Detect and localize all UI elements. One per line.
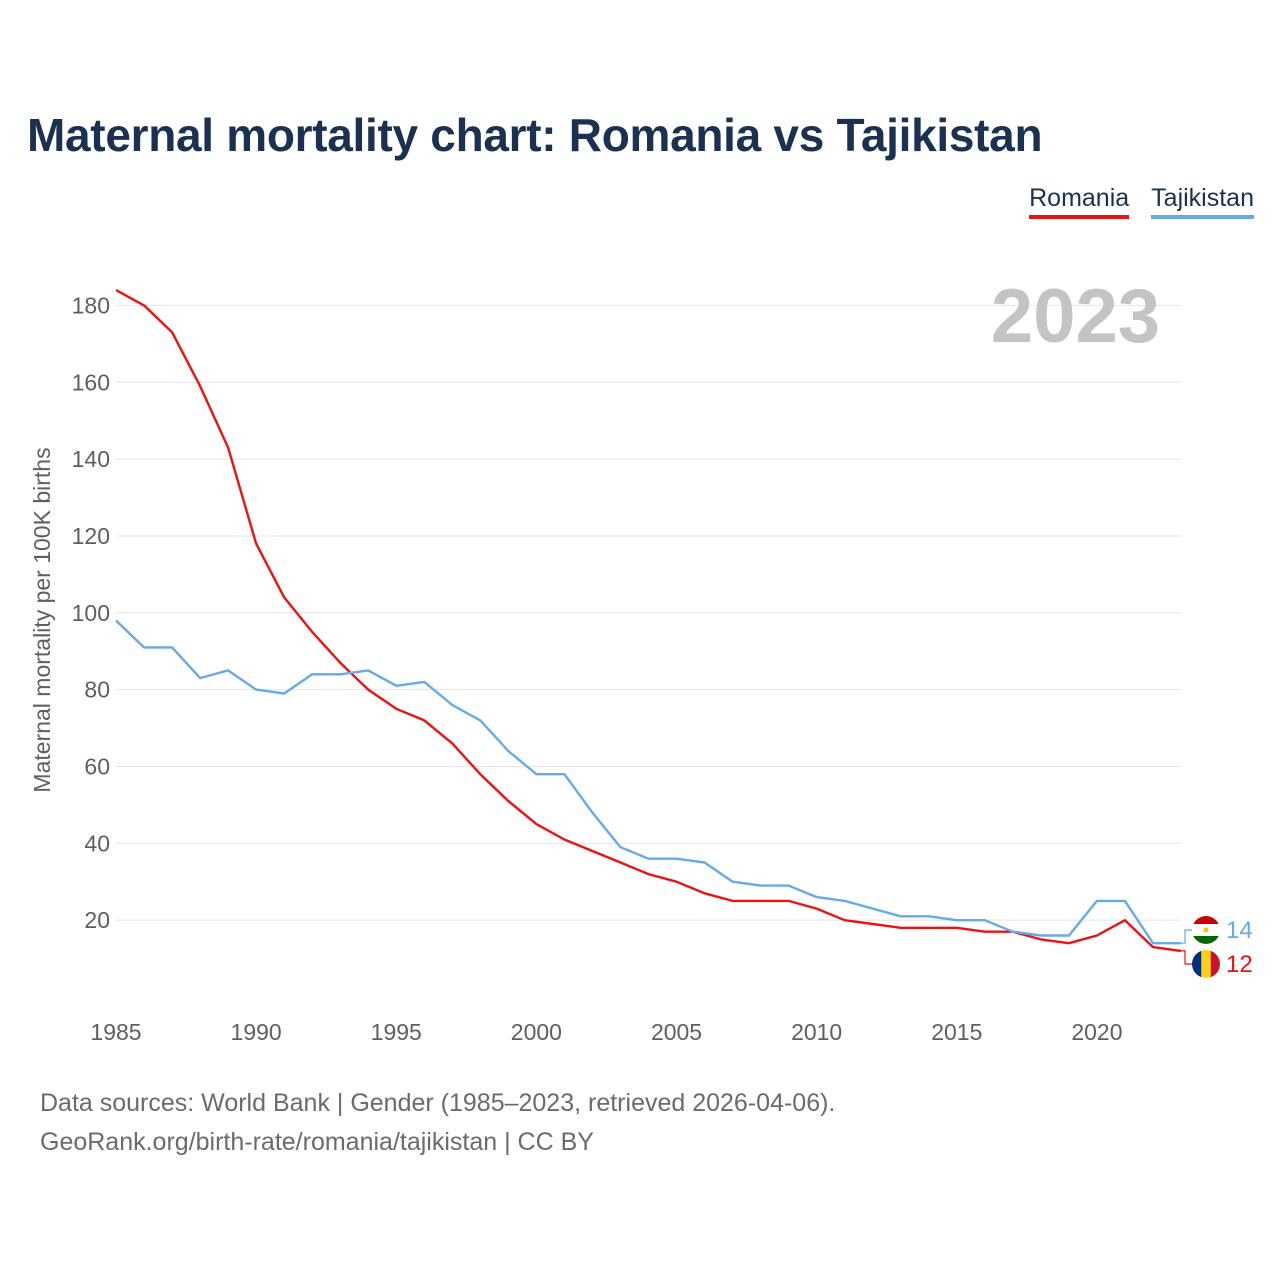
end-value-label: 14	[1226, 917, 1253, 944]
end-connector	[1181, 950, 1192, 965]
legend-item-tajikistan[interactable]: Tajikistan	[1151, 184, 1254, 219]
x-tick-label: 1985	[90, 1019, 141, 1045]
y-tick-label: 140	[72, 446, 110, 472]
x-tick-label: 2010	[791, 1019, 842, 1045]
series-lines	[115, 289, 1182, 953]
gridlines	[116, 304, 1181, 921]
year-label: 2023	[991, 274, 1160, 359]
legend-item-romania[interactable]: Romania	[1029, 184, 1130, 219]
y-tick-label: 60	[84, 753, 110, 779]
romania-flag-icon	[1192, 950, 1220, 978]
x-tick-label: 2005	[651, 1019, 702, 1045]
y-axis-title: Maternal mortality per 100K births	[29, 447, 55, 792]
y-tick-label: 180	[72, 292, 110, 318]
series-line-romania[interactable]	[115, 289, 1182, 953]
y-tick-label: 20	[84, 907, 110, 933]
end-value-label: 12	[1226, 951, 1253, 978]
x-tick-label: 2020	[1071, 1019, 1122, 1045]
y-tick-label: 80	[84, 677, 110, 703]
x-tick-label: 2000	[511, 1019, 562, 1045]
y-tick-label: 120	[72, 523, 110, 549]
legend: Romania Tajikistan	[1029, 184, 1254, 219]
x-tick-label: 1995	[371, 1019, 422, 1045]
x-axis-ticks: 1985 1990 1995 2000 2005 2010 2015 2020	[90, 1019, 1122, 1045]
x-tick-label: 2015	[931, 1019, 982, 1045]
y-axis-ticks: 20 40 60 80 100 120 140 160 180	[72, 292, 110, 933]
data-sources-text: Data sources: World Bank | Gender (1985–…	[40, 1089, 836, 1117]
chart-title: Maternal mortality chart: Romania vs Taj…	[27, 109, 1043, 161]
y-tick-label: 40	[84, 830, 110, 856]
attribution-text: GeoRank.org/birth-rate/romania/tajikista…	[40, 1128, 594, 1156]
end-connector	[1181, 929, 1192, 944]
y-tick-label: 160	[72, 369, 110, 395]
tajikistan-flag-icon	[1192, 916, 1220, 944]
line-chart: 20 40 60 80 100 120 140 160 180 1985 1990 1995 2000…	[29, 274, 1253, 1045]
x-tick-label: 1990	[231, 1019, 282, 1045]
y-tick-label: 100	[72, 600, 110, 626]
footer: Data sources: World Bank | Gender (1985–…	[40, 1084, 835, 1162]
series-line-tajikistan[interactable]	[115, 619, 1181, 945]
